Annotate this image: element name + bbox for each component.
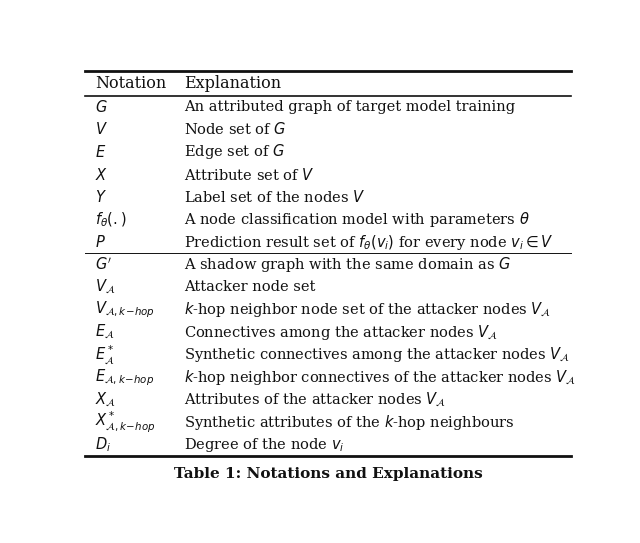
Text: Degree of the node $v_i$: Degree of the node $v_i$ bbox=[184, 436, 345, 454]
Text: Attribute set of $V$: Attribute set of $V$ bbox=[184, 167, 315, 182]
Text: $E_{\mathcal{A}}$: $E_{\mathcal{A}}$ bbox=[95, 323, 115, 342]
Text: Node set of $G$: Node set of $G$ bbox=[184, 122, 287, 137]
Text: A shadow graph with the same domain as $G$: A shadow graph with the same domain as $… bbox=[184, 255, 511, 274]
Text: Prediction result set of $f_{\theta}(v_i)$ for every node $v_i \in V$: Prediction result set of $f_{\theta}(v_i… bbox=[184, 232, 554, 251]
Text: Explanation: Explanation bbox=[184, 75, 282, 92]
Text: Notation: Notation bbox=[95, 75, 166, 92]
Text: Attacker node set: Attacker node set bbox=[184, 280, 316, 294]
Text: Label set of the nodes $V$: Label set of the nodes $V$ bbox=[184, 189, 365, 205]
Text: Table 1: Notations and Explanations: Table 1: Notations and Explanations bbox=[173, 467, 483, 481]
Text: $G$: $G$ bbox=[95, 99, 108, 115]
Text: $E_{\mathcal{A},k\!-\!hop}$: $E_{\mathcal{A},k\!-\!hop}$ bbox=[95, 367, 154, 388]
Text: $E^*_{\mathcal{A}}$: $E^*_{\mathcal{A}}$ bbox=[95, 343, 115, 366]
Text: Synthetic attributes of the $k$-hop neighbours: Synthetic attributes of the $k$-hop neig… bbox=[184, 413, 515, 432]
Text: $X$: $X$ bbox=[95, 167, 108, 182]
Text: $V_{\mathcal{A}}$: $V_{\mathcal{A}}$ bbox=[95, 278, 115, 296]
Text: $k$-hop neighbor node set of the attacker nodes $V_{\mathcal{A}}$: $k$-hop neighbor node set of the attacke… bbox=[184, 300, 552, 319]
Text: $D_i$: $D_i$ bbox=[95, 435, 111, 454]
Text: $G'$: $G'$ bbox=[95, 256, 112, 273]
Text: $X^*_{\mathcal{A},k\!-\!hop}$: $X^*_{\mathcal{A},k\!-\!hop}$ bbox=[95, 410, 156, 435]
Text: A node classification model with parameters $\theta$: A node classification model with paramet… bbox=[184, 210, 530, 229]
Text: Synthetic connectives among the attacker nodes $V_{\mathcal{A}}$: Synthetic connectives among the attacker… bbox=[184, 345, 570, 364]
Text: $V_{\mathcal{A},k\!-\!hop}$: $V_{\mathcal{A},k\!-\!hop}$ bbox=[95, 299, 155, 320]
Text: $P$: $P$ bbox=[95, 234, 106, 250]
Text: $V$: $V$ bbox=[95, 122, 108, 137]
Text: $f_{\theta}(.)$: $f_{\theta}(.)$ bbox=[95, 210, 126, 229]
Text: $E$: $E$ bbox=[95, 144, 106, 160]
Text: An attributed graph of target model training: An attributed graph of target model trai… bbox=[184, 100, 515, 114]
Text: Attributes of the attacker nodes $V_{\mathcal{A}}$: Attributes of the attacker nodes $V_{\ma… bbox=[184, 390, 447, 409]
Text: $Y$: $Y$ bbox=[95, 189, 107, 205]
Text: Edge set of $G$: Edge set of $G$ bbox=[184, 142, 285, 161]
Text: Connectives among the attacker nodes $V_{\mathcal{A}}$: Connectives among the attacker nodes $V_… bbox=[184, 323, 498, 342]
Text: $k$-hop neighbor connectives of the attacker nodes $V_{\mathcal{A}}$: $k$-hop neighbor connectives of the atta… bbox=[184, 368, 576, 387]
Text: $X_{\mathcal{A}}$: $X_{\mathcal{A}}$ bbox=[95, 390, 116, 409]
